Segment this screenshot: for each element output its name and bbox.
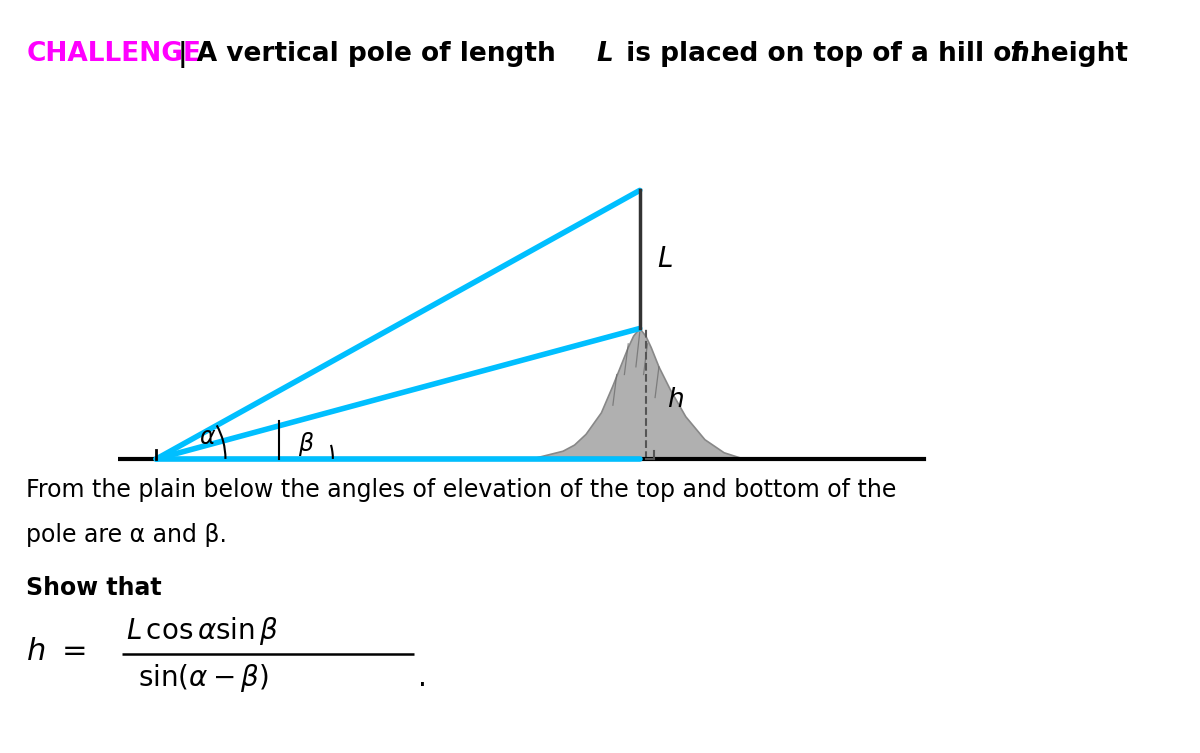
Text: .: . (1028, 41, 1038, 68)
Polygon shape (533, 328, 743, 459)
Text: $\beta$: $\beta$ (299, 429, 314, 458)
Text: .: . (418, 663, 426, 692)
Text: $h$: $h$ (667, 387, 684, 413)
Text: Show that: Show that (26, 576, 162, 600)
Text: L: L (596, 41, 613, 68)
Text: is placed on top of a hill of height: is placed on top of a hill of height (617, 41, 1136, 68)
Text: $L\,\cos\alpha\sin\beta$: $L\,\cos\alpha\sin\beta$ (126, 615, 278, 647)
Text: CHALLENGE: CHALLENGE (26, 41, 202, 68)
Text: h: h (1010, 41, 1030, 68)
Text: | A vertical pole of length: | A vertical pole of length (178, 41, 564, 69)
Text: $h\ =$: $h\ =$ (26, 637, 86, 666)
Text: $\alpha$: $\alpha$ (198, 425, 216, 450)
Text: $L$: $L$ (656, 245, 672, 273)
Text: pole are α and β.: pole are α and β. (26, 523, 227, 547)
Text: $\sin(\alpha - \beta)$: $\sin(\alpha - \beta)$ (138, 662, 269, 694)
Text: From the plain below the angles of elevation of the top and bottom of the: From the plain below the angles of eleva… (26, 478, 896, 502)
